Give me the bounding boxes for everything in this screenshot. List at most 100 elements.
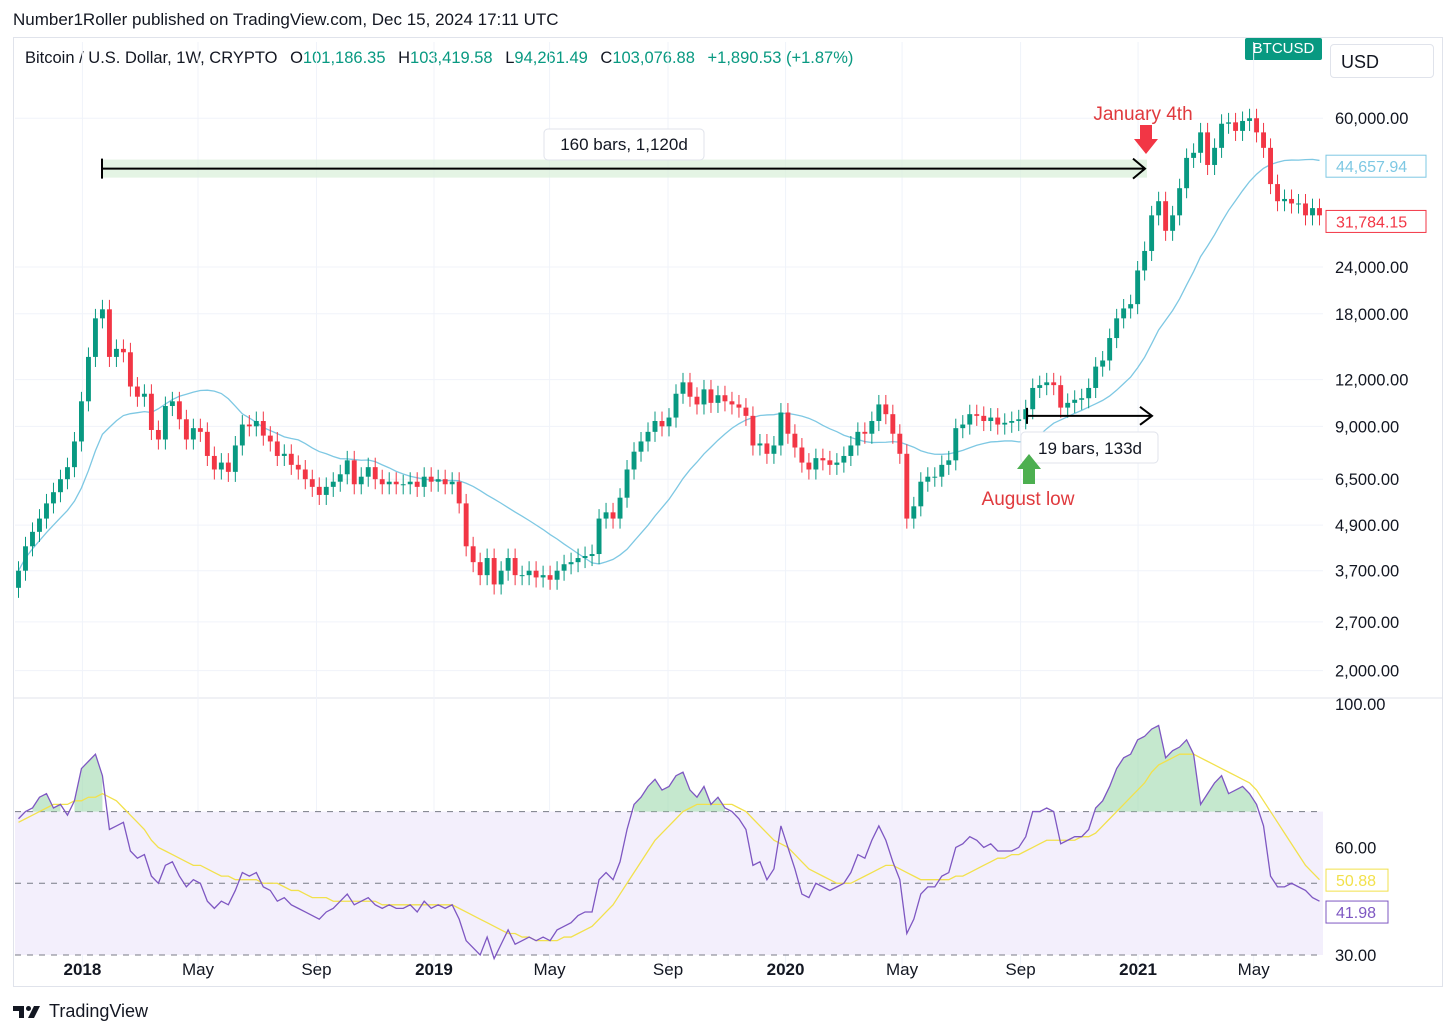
currency-button[interactable]: USD: [1330, 44, 1434, 78]
candle-body: [106, 309, 112, 357]
candle-body: [79, 401, 84, 442]
candle-body: [533, 570, 539, 578]
rsi-ma-label-box: [1325, 868, 1389, 892]
price-tick-label: 6,500.00: [1335, 471, 1399, 489]
candle-body: [16, 570, 21, 588]
candle-body: [652, 421, 658, 432]
candle-body: [232, 445, 238, 472]
candle-body: [400, 484, 406, 486]
candle-body: [610, 512, 616, 519]
candle-body: [498, 570, 504, 585]
candle-body: [204, 431, 210, 456]
candle-body: [1065, 402, 1071, 408]
candle-body: [442, 479, 448, 485]
candle-body: [1317, 208, 1322, 216]
candle-body: [526, 570, 532, 576]
candle-body: [694, 396, 700, 405]
candle-body: [1107, 338, 1113, 361]
candle-body: [974, 414, 980, 416]
candle-body: [72, 441, 77, 468]
candle-body: [988, 417, 994, 422]
candle-body: [1198, 132, 1204, 153]
high-value: 103,419.58: [410, 49, 493, 67]
candle-body: [820, 458, 826, 461]
candle-body: [715, 395, 721, 403]
price-tick-label: 60,000.00: [1335, 110, 1408, 128]
range-label-box: [543, 128, 705, 161]
candle-body: [925, 476, 931, 482]
candle-body: [1149, 215, 1155, 251]
candle-body: [1240, 120, 1246, 131]
candle-body: [267, 435, 273, 442]
candle-body: [239, 424, 245, 446]
candle-body: [841, 455, 847, 463]
price-tick-label: 18,000.00: [1335, 306, 1408, 324]
candle-body: [960, 424, 966, 429]
candle-body: [470, 546, 476, 563]
candle-body: [1219, 123, 1225, 148]
tradingview-footer[interactable]: TradingView: [13, 1001, 148, 1022]
august-low-label: August low: [982, 489, 1075, 510]
candle-body: [302, 469, 308, 480]
candle-body: [92, 318, 98, 357]
candle-body: [547, 575, 553, 580]
candle-body: [1303, 203, 1308, 216]
symbol-label[interactable]: Bitcoin / U.S. Dollar, 1W, CRYPTO: [25, 49, 278, 67]
candle-body: [386, 481, 392, 485]
candle-body: [37, 518, 42, 532]
candles: [16, 108, 1322, 598]
rsi-tick-label: 100.00: [1335, 696, 1385, 714]
short-range-label-text: 19 bars, 133d: [1038, 439, 1142, 458]
candle-body: [848, 445, 854, 456]
candle-body: [953, 428, 959, 461]
candle-body: [918, 481, 924, 507]
range-arrow-head: [1132, 157, 1147, 180]
candle-body: [1002, 422, 1008, 425]
annotations: 160 bars, 1,120d 19 bars, 133d January 4th…: [101, 104, 1193, 510]
candle-body: [365, 467, 371, 477]
candle-body: [148, 393, 154, 430]
candle-body: [701, 389, 707, 405]
candle-body: [141, 393, 147, 397]
candle-body: [1275, 184, 1280, 202]
candle-body: [330, 481, 336, 487]
candle-body: [1163, 201, 1169, 231]
ma-price-label-text: 44,657.94: [1336, 159, 1407, 176]
ma-line: [17, 158, 1320, 572]
last-price-label: 31,784.15: [1325, 209, 1427, 233]
range-label: 160 bars, 1,120d: [543, 128, 705, 161]
candle-body: [771, 445, 777, 454]
price-tick-label: 24,000.00: [1335, 259, 1408, 277]
candle-body: [1114, 318, 1120, 339]
price-tick-label: 4,900.00: [1335, 517, 1399, 535]
candle-body: [120, 348, 126, 353]
candle-body: [449, 481, 455, 485]
candle-body: [806, 462, 812, 470]
candle-body: [281, 453, 287, 456]
candle-body: [58, 479, 63, 493]
time-tick-label: Sep: [653, 960, 683, 979]
time-axis[interactable]: 2018 May Sep 2019 May Sep 2020 May Sep 2021 May: [64, 960, 1271, 979]
time-tick-label: 2020: [767, 960, 805, 979]
high-key: H: [398, 49, 411, 67]
chart-svg[interactable]: 160 bars, 1,120d 19 bars, 133d January 4th…: [0, 0, 1456, 1000]
candle-body: [967, 414, 973, 425]
candle-body: [624, 469, 630, 498]
candle-body: [379, 479, 385, 485]
candle-body: [890, 414, 896, 434]
rsi-tick-label: 30.00: [1335, 947, 1376, 965]
candle-body: [1142, 250, 1148, 271]
candle-body: [162, 406, 168, 440]
candle-body: [519, 575, 525, 577]
candle-body: [456, 481, 462, 504]
price-axis[interactable]: 60,000.00 24,000.00 18,000.00 12,000.00 9,00…: [1325, 110, 1427, 965]
candle-body: [631, 451, 637, 470]
candle-body: [288, 453, 294, 465]
moving-average: [17, 158, 1320, 572]
candle-body: [540, 575, 546, 578]
candle-body: [813, 458, 819, 470]
candle-body: [246, 424, 252, 427]
chart-frame: [13, 37, 1443, 987]
candle-body: [30, 531, 35, 547]
rsi-band: [15, 811, 1323, 956]
